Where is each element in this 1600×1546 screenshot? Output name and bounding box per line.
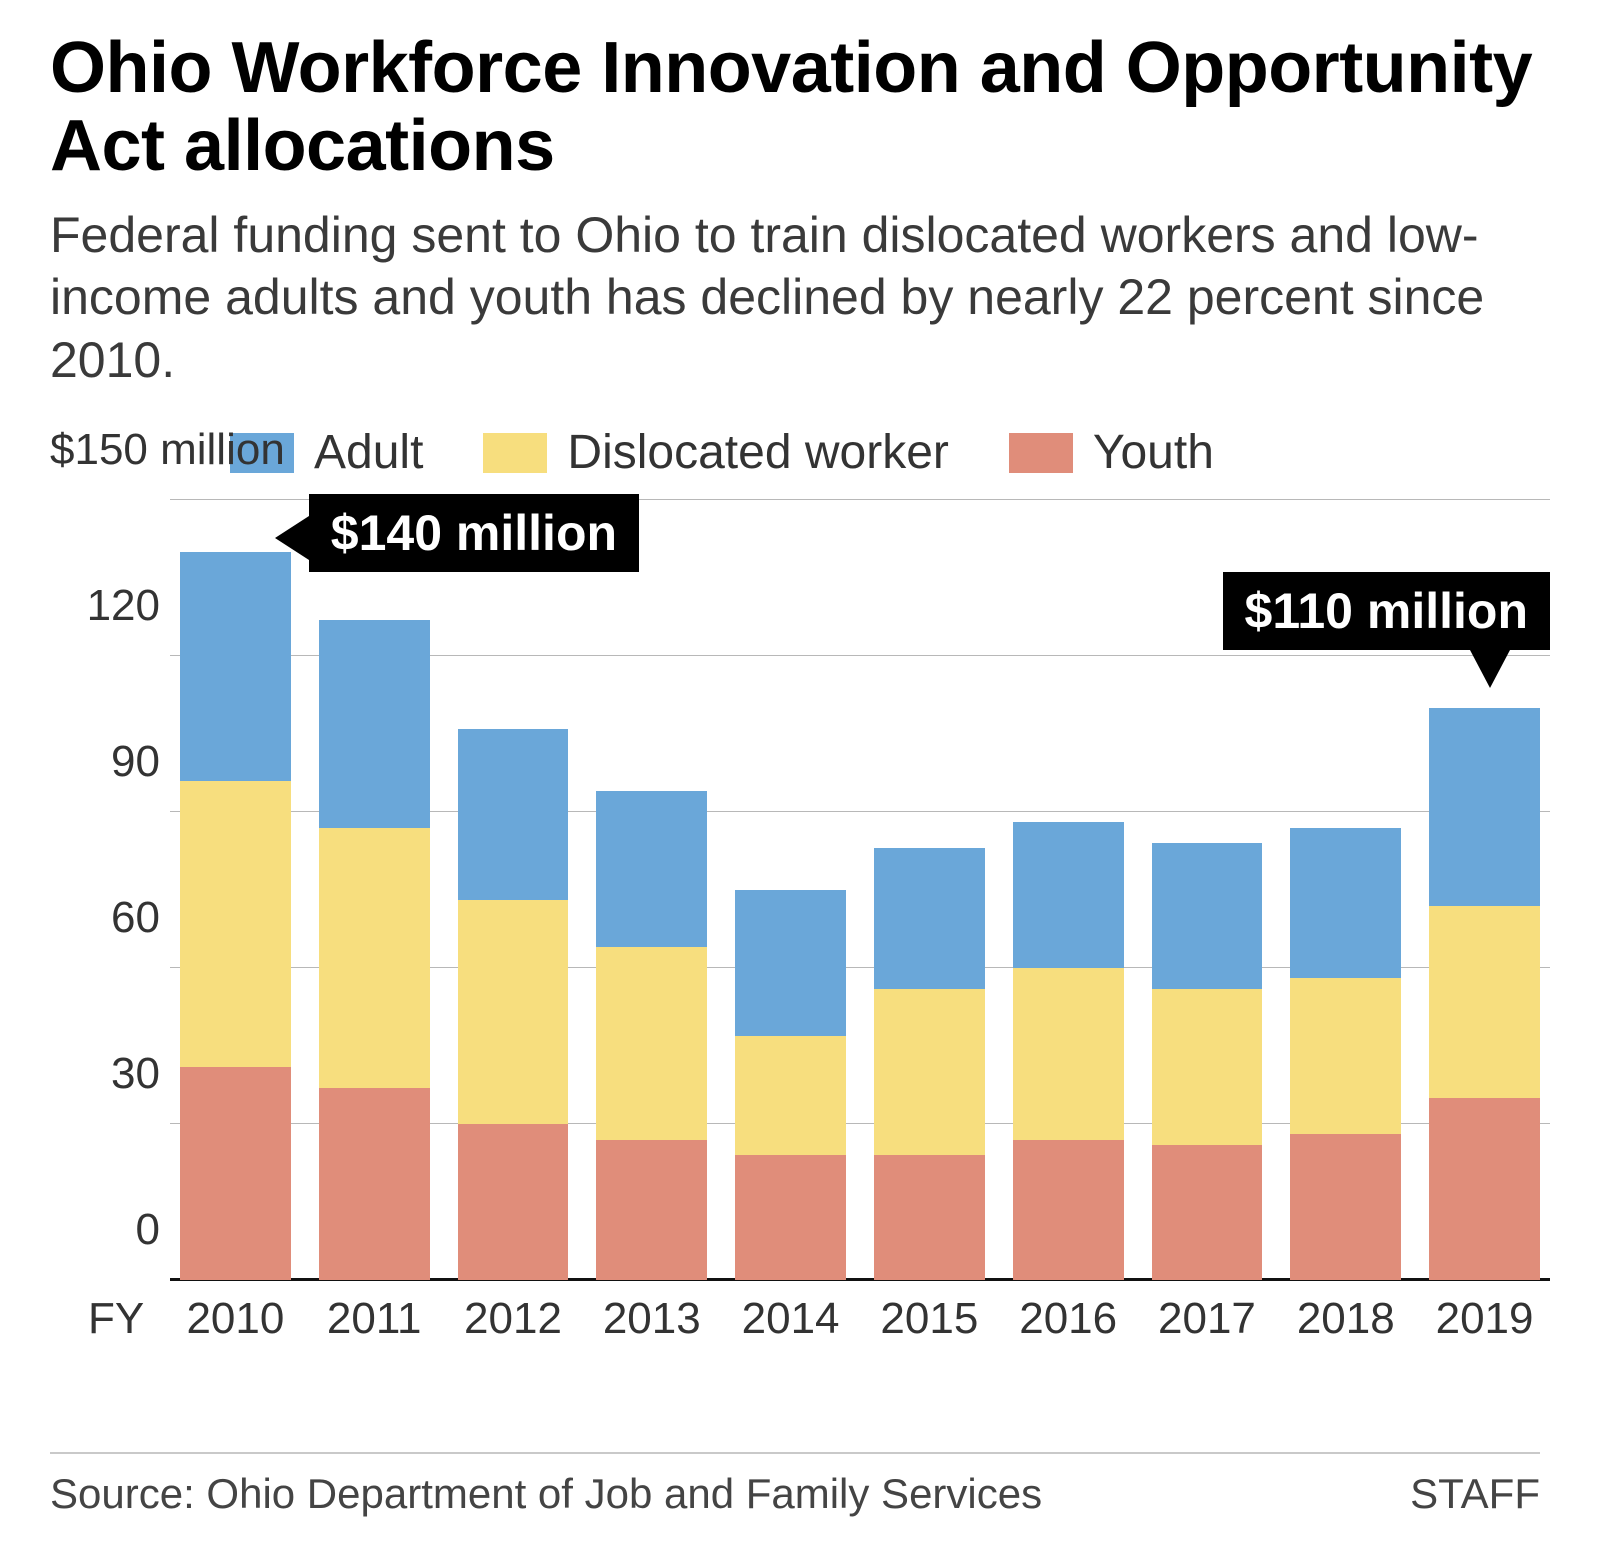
segment-youth (458, 1124, 569, 1280)
segment-youth (1152, 1145, 1263, 1280)
chart-subtitle: Federal funding sent to Ohio to train di… (50, 204, 1540, 392)
segment-youth (735, 1155, 846, 1280)
y-tick-label: 0 (136, 1205, 160, 1255)
bar-2015: 2015 (874, 500, 985, 1280)
segment-youth (180, 1067, 291, 1280)
y-tick-label: 60 (111, 893, 160, 943)
y-tick-label: 30 (111, 1049, 160, 1099)
bar-2014: 2014 (735, 500, 846, 1280)
segment-dislocated (1152, 989, 1263, 1145)
legend: Adult Dislocated worker Youth (230, 425, 1540, 480)
segment-youth (1429, 1098, 1540, 1280)
segment-adult (1290, 828, 1401, 979)
segment-dislocated (1429, 906, 1540, 1098)
credit-text: STAFF (1410, 1470, 1540, 1518)
y-tick-label: $150 million (50, 425, 285, 475)
y-tick-label: 120 (87, 581, 160, 631)
legend-swatch (483, 433, 547, 473)
bar-2012: 2012 (458, 500, 569, 1280)
segment-adult (874, 848, 985, 988)
x-tick-label: 2014 (742, 1294, 840, 1344)
legend-label: Youth (1093, 425, 1214, 480)
segment-adult (180, 552, 291, 781)
chart-title: Ohio Workforce Innovation and Opportunit… (50, 30, 1540, 186)
bar-2011: 2011 (319, 500, 430, 1280)
segment-dislocated (319, 828, 430, 1088)
plot-area: 0306090120$150 millionFY2010201120122013… (50, 500, 1550, 1280)
x-tick-label: 2013 (603, 1294, 701, 1344)
segment-dislocated (735, 1036, 846, 1156)
x-tick-label: 2015 (880, 1294, 978, 1344)
footer: Source: Ohio Department of Job and Famil… (50, 1452, 1540, 1518)
y-tick-label: 90 (111, 737, 160, 787)
segment-adult (735, 890, 846, 1036)
x-tick-label: 2016 (1019, 1294, 1117, 1344)
segment-adult (1013, 822, 1124, 968)
x-tick-label: 2019 (1436, 1294, 1534, 1344)
x-tick-label: 2017 (1158, 1294, 1256, 1344)
chart-card: Ohio Workforce Innovation and Opportunit… (0, 0, 1600, 1546)
segment-youth (596, 1140, 707, 1280)
segment-youth (874, 1155, 985, 1280)
bar-2013: 2013 (596, 500, 707, 1280)
segment-dislocated (874, 989, 985, 1155)
x-axis-prefix: FY (88, 1294, 144, 1344)
segment-adult (319, 620, 430, 828)
segment-dislocated (1013, 968, 1124, 1140)
segment-dislocated (458, 900, 569, 1124)
x-tick-label: 2011 (327, 1294, 422, 1344)
x-tick-label: 2010 (186, 1294, 284, 1344)
segment-adult (1152, 843, 1263, 989)
callout: $110 million (1223, 572, 1550, 650)
segment-youth (1013, 1140, 1124, 1280)
bar-2016: 2016 (1013, 500, 1124, 1280)
callout: $140 million (309, 494, 639, 572)
segment-adult (458, 729, 569, 901)
segment-adult (1429, 708, 1540, 906)
segment-youth (319, 1088, 430, 1280)
bar-2010: 2010 (180, 500, 291, 1280)
x-tick-label: 2018 (1297, 1294, 1395, 1344)
source-text: Source: Ohio Department of Job and Famil… (50, 1470, 1042, 1518)
legend-item-dislocated: Dislocated worker (483, 425, 948, 480)
segment-dislocated (180, 781, 291, 1067)
legend-label: Dislocated worker (567, 425, 948, 480)
segment-adult (596, 791, 707, 947)
legend-item-youth: Youth (1009, 425, 1214, 480)
legend-swatch (1009, 433, 1073, 473)
segment-dislocated (596, 947, 707, 1139)
segment-dislocated (1290, 978, 1401, 1134)
segment-youth (1290, 1134, 1401, 1280)
x-tick-label: 2012 (464, 1294, 562, 1344)
legend-label: Adult (314, 425, 423, 480)
